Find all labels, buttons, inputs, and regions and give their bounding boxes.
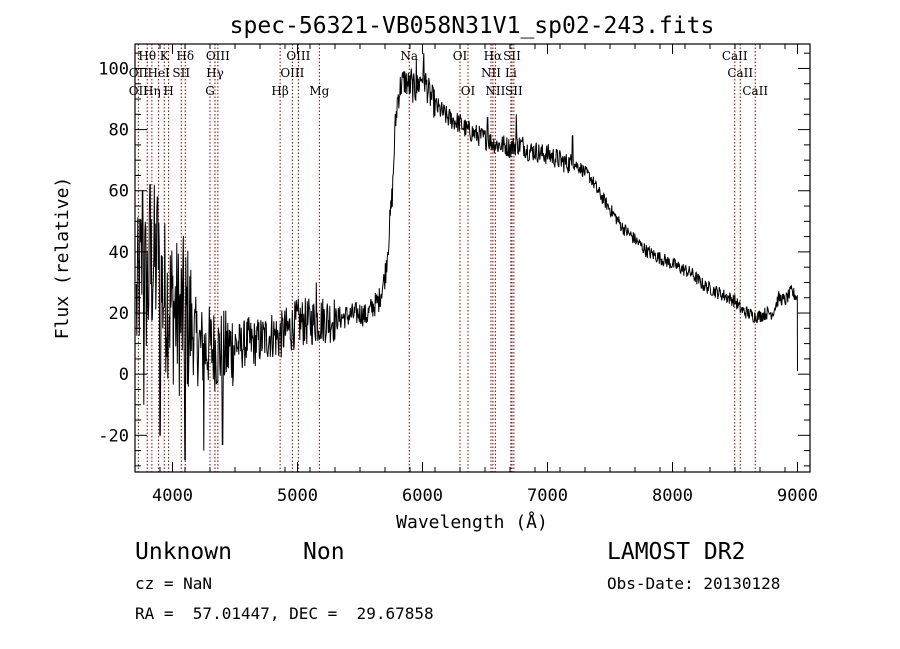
x-tick-label: 8000 <box>652 486 693 506</box>
spectral-line-label: Hη <box>143 84 161 98</box>
spectral-line-label: CaII <box>742 84 768 98</box>
spectral-line-label: OII <box>129 84 149 98</box>
y-tick-label: 60 <box>109 182 129 202</box>
x-axis: 4000 5000 6000 7000 8000 9000 <box>134 44 818 506</box>
y-tick-label: 0 <box>119 365 129 385</box>
spectral-line-label: Li <box>505 66 517 80</box>
chart-title: spec-56321-VB058N31V1_sp02-243.fits <box>230 13 715 39</box>
y-tick-label: 40 <box>109 243 129 263</box>
spectral-line-label: CaII <box>727 66 753 80</box>
y-tick-label: 100 <box>98 59 129 79</box>
y-axis: -20 0 20 40 60 80 100 <box>98 52 810 467</box>
spectral-line-label: H <box>163 84 173 98</box>
spectral-line-label: Mg <box>309 84 329 98</box>
spectral-line-label: CaII <box>722 49 748 63</box>
plot-frame <box>134 43 811 473</box>
obs-date: Obs-Date: 20130128 <box>607 574 780 593</box>
x-axis-label: Wavelength (Å) <box>396 511 548 533</box>
spectral-line-label: Hθ <box>138 49 156 63</box>
spectral-line-label: OIII <box>286 49 310 63</box>
coordinates: RA = 57.01447, DEC = 29.67858 <box>135 604 434 623</box>
spectrum-line <box>135 53 798 461</box>
spectral-line-label: OIII <box>206 49 230 63</box>
survey-name: LAMOST DR2 <box>607 539 745 565</box>
x-tick-label: 7000 <box>527 486 568 506</box>
spectral-line-label: SII <box>505 84 523 98</box>
x-tick-label: 4000 <box>152 486 193 506</box>
x-tick-label: 6000 <box>402 486 443 506</box>
spectral-line-label: G <box>205 84 215 98</box>
redshift-readout: cz = NaN <box>135 574 212 593</box>
spectral-line-label: Na <box>400 49 418 63</box>
spectral-line-label: NII <box>485 84 505 98</box>
y-tick-label: 80 <box>109 121 129 141</box>
spectral-line-label: Hβ <box>271 84 288 98</box>
spectral-line-label: OIII <box>280 66 304 80</box>
y-tick-label: -20 <box>98 426 129 446</box>
spectral-line-label: OII <box>129 66 149 80</box>
spectral-line-label: OI <box>453 49 468 63</box>
spectral-line-label: K <box>160 49 170 63</box>
spectral-line-label: Hγ <box>206 66 224 80</box>
spectral-line-label: Hδ <box>176 49 194 63</box>
spectral-line-label: OI <box>461 84 476 98</box>
object-class: Unknown <box>135 539 232 565</box>
y-axis-label: Flux (relative) <box>52 177 73 340</box>
y-tick-label: 20 <box>109 304 129 324</box>
spectral-line-label: HeI <box>147 66 170 80</box>
spectral-line-label: SII <box>503 49 521 63</box>
x-tick-label: 5000 <box>277 486 318 506</box>
x-tick-label: 9000 <box>777 486 818 506</box>
spectral-line-label: SII <box>172 66 190 80</box>
spectral-line-label: NII <box>481 66 501 80</box>
object-subclass: Non <box>303 539 345 565</box>
spectral-line-label: Hα <box>484 49 503 63</box>
